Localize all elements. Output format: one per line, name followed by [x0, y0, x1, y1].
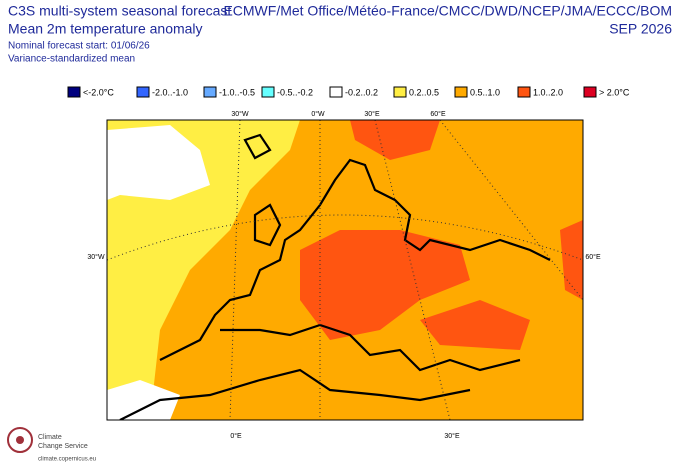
legend-swatch	[583, 86, 597, 98]
subtitle: Nominal forecast start: 01/06/26	[8, 41, 150, 52]
legend-swatch	[393, 86, 407, 98]
title: C3S multi-system seasonal forecast	[8, 3, 231, 19]
coordinate-label: 30°W	[87, 253, 105, 261]
coastline	[119, 368, 471, 420]
legend-label: 0.5..1.0	[470, 87, 500, 97]
coordinate-label: 60°E	[430, 110, 446, 118]
title: Mean 2m temperature anomaly	[8, 21, 203, 37]
legend-swatch	[136, 86, 150, 98]
legend-swatch	[454, 86, 468, 98]
coordinate-label: 30°W	[231, 110, 249, 118]
coordinate-label: 0°E	[230, 432, 242, 440]
logo: Climate Change Service climate.copernicu…	[7, 427, 96, 463]
legend-swatch	[261, 86, 275, 98]
anomaly-field	[350, 120, 440, 160]
anomaly-field	[560, 220, 583, 300]
coastline	[220, 323, 521, 372]
coordinate-label: 60°E	[585, 253, 601, 261]
logo-icon	[7, 427, 33, 453]
legend-label: 1.0..2.0	[533, 87, 563, 97]
legend: <-2.0°C -2.0..-1.0 -1.0..-0.5 -0.5..-0.2 -0.…	[67, 86, 630, 98]
map-frame	[106, 119, 584, 421]
anomaly-field	[107, 125, 210, 200]
subtitle: Variance-standardized mean	[8, 54, 135, 65]
legend-swatch	[203, 86, 217, 98]
valid-date: SEP 2026	[609, 21, 672, 37]
legend-label: -2.0..-1.0	[152, 87, 188, 97]
logo-url: climate.copernicus.eu	[38, 457, 96, 463]
legend-label: <-2.0°C	[83, 87, 114, 97]
legend-swatch	[329, 86, 343, 98]
logo-text: Climate	[38, 434, 62, 441]
coordinate-label: 30°E	[444, 432, 460, 440]
coastline	[159, 158, 551, 361]
anomaly-field	[420, 300, 530, 350]
anomaly-field	[107, 380, 180, 420]
legend-label: -0.5..-0.2	[277, 87, 313, 97]
legend-label: -0.2..0.2	[345, 87, 378, 97]
coordinate-label: 0°W	[311, 110, 325, 118]
legend-label: > 2.0°C	[599, 87, 630, 97]
providers: ECMWF/Met Office/Météo-France/CMCC/DWD/N…	[223, 3, 672, 19]
map: 30°W 0°W 30°E 60°E 30°W 60°E 0°E 30°E	[87, 110, 601, 440]
legend-label: -1.0..-0.5	[219, 87, 255, 97]
legend-swatch	[517, 86, 531, 98]
anomaly-field	[300, 230, 470, 340]
logo-text: Change Service	[38, 443, 88, 450]
legend-swatch	[67, 86, 81, 98]
logo-icon	[16, 436, 24, 444]
coordinate-label: 30°E	[364, 110, 380, 118]
legend-label: 0.2..0.5	[409, 87, 439, 97]
coastline	[243, 133, 272, 160]
coastline	[253, 203, 282, 247]
